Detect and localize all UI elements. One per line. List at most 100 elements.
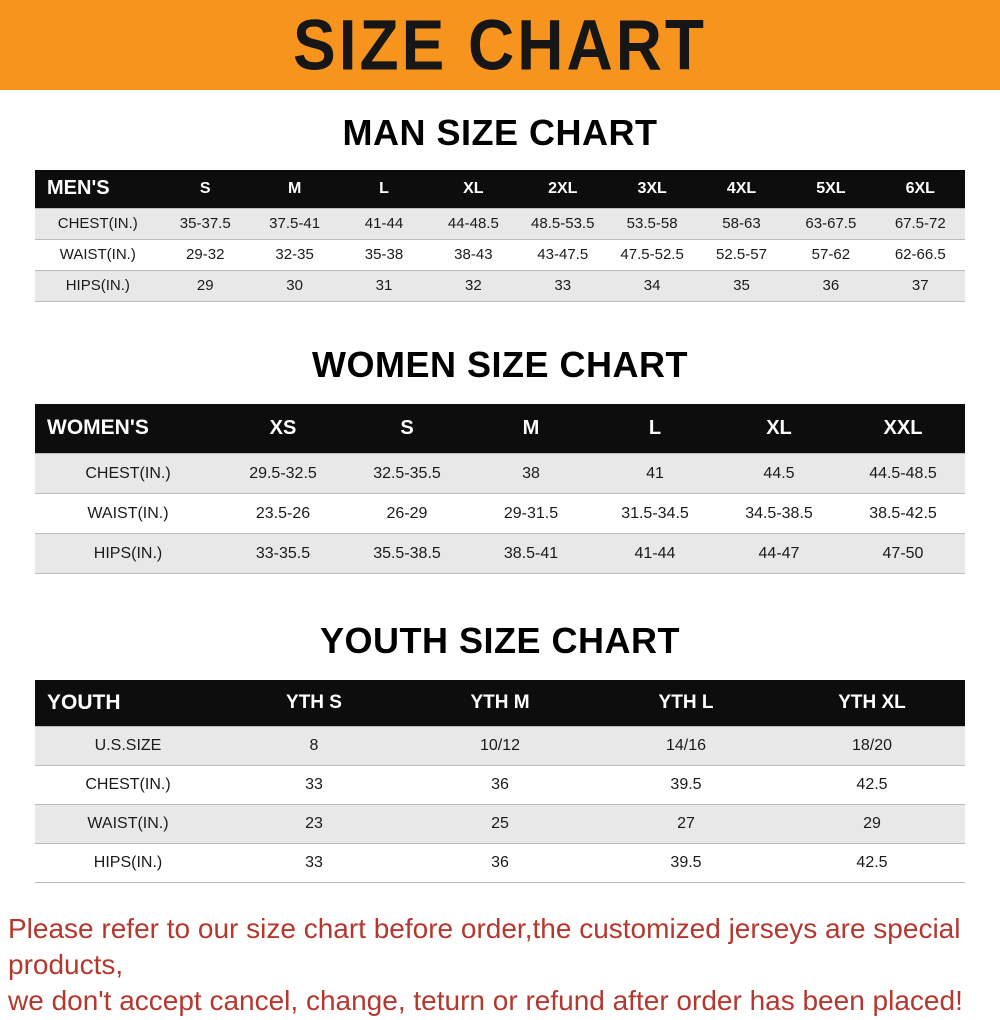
- table-row: CHEST(IN.) 33 36 39.5 42.5: [35, 764, 965, 805]
- size-cell: 23: [221, 803, 407, 844]
- size-cell: 14/16: [593, 725, 779, 766]
- size-cell: 44.5: [717, 453, 841, 494]
- table-row: HIPS(IN.) 29 30 31 32 33 34 35 36 37: [35, 269, 965, 302]
- column-header: S: [345, 403, 469, 454]
- size-cell: 36: [407, 842, 593, 883]
- header-row: YOUTH YTH S YTH M YTH L YTH XL: [35, 680, 965, 726]
- size-cell: 62-66.5: [875, 238, 965, 271]
- size-cell: 41: [593, 453, 717, 494]
- column-header: 3XL: [607, 170, 697, 208]
- column-header: XXL: [841, 403, 965, 454]
- section-heading-man: MAN SIZE CHART: [342, 112, 658, 153]
- size-cell: 37: [875, 269, 965, 302]
- table-row: WAIST(IN.) 23 25 27 29: [35, 803, 965, 844]
- table-label: MEN'S: [35, 170, 161, 208]
- size-cell: 33: [221, 764, 407, 805]
- size-cell: 35.5-38.5: [345, 533, 469, 574]
- men-size-table: MEN'S S M L XL 2XL 3XL 4XL 5XL 6XL CHEST(IN.) 35-37…: [35, 170, 965, 302]
- header-row: WOMEN'S XS S M L XL XXL: [35, 403, 965, 454]
- header-row: MEN'S S M L XL 2XL 3XL 4XL 5XL 6XL: [35, 170, 965, 208]
- size-cell: 67.5-72: [875, 207, 965, 240]
- size-cell: 58-63: [696, 207, 787, 240]
- row-label: WAIST(IN.): [35, 493, 221, 534]
- column-header: YTH S: [221, 680, 407, 726]
- size-cell: 41-44: [339, 207, 429, 240]
- table-row: HIPS(IN.) 33 36 39.5 42.5: [35, 842, 965, 883]
- column-header: YTH L: [593, 680, 779, 726]
- size-cell: 36: [407, 764, 593, 805]
- size-cell: 8: [221, 725, 407, 766]
- size-cell: 32: [428, 269, 519, 302]
- size-cell: 39.5: [593, 764, 779, 805]
- size-cell: 44-47: [717, 533, 841, 574]
- size-cell: 38: [469, 453, 593, 494]
- youth-size-table: YOUTH YTH S YTH M YTH L YTH XL U.S.SIZE 8 10/12…: [35, 680, 965, 883]
- size-cell: 43-47.5: [518, 238, 608, 271]
- size-cell: 29: [779, 803, 965, 844]
- size-cell: 31.5-34.5: [593, 493, 717, 534]
- size-cell: 57-62: [786, 238, 876, 271]
- size-cell: 42.5: [779, 842, 965, 883]
- size-cell: 18/20: [779, 725, 965, 766]
- size-cell: 35-37.5: [160, 207, 250, 240]
- row-label: WAIST(IN.): [35, 803, 221, 844]
- size-cell: 32-35: [249, 238, 340, 271]
- size-cell: 42.5: [779, 764, 965, 805]
- section-heading-youth: YOUTH SIZE CHART: [319, 620, 680, 661]
- column-header: XL: [428, 170, 519, 208]
- size-cell: 38-43: [428, 238, 519, 271]
- size-cell: 37.5-41: [249, 207, 340, 240]
- column-header: 4XL: [696, 170, 787, 208]
- women-size-table: WOMEN'S XS S M L XL XXL CHEST(IN.) 29.5-32.5 32.5…: [35, 403, 965, 574]
- table-label: WOMEN'S: [35, 403, 221, 454]
- column-header: M: [249, 170, 340, 208]
- size-cell: 29.5-32.5: [221, 453, 345, 494]
- row-label: WAIST(IN.): [35, 238, 161, 271]
- disclaimer-line: Please refer to our size chart before or…: [8, 912, 961, 980]
- disclaimer-line: we don't accept cancel, change, teturn o…: [8, 985, 963, 1017]
- column-header: YTH M: [407, 680, 593, 726]
- banner: SIZE CHART: [0, 0, 1000, 90]
- size-cell: 34: [607, 269, 697, 302]
- size-cell: 27: [593, 803, 779, 844]
- column-header: YTH XL: [779, 680, 965, 726]
- size-cell: 35: [696, 269, 787, 302]
- size-cell: 41-44: [593, 533, 717, 574]
- size-cell: 44.5-48.5: [841, 453, 965, 494]
- table-row: WAIST(IN.) 23.5-26 26-29 29-31.5 31.5-34.5 34…: [35, 493, 965, 534]
- size-cell: 38.5-41: [469, 533, 593, 574]
- table-row: CHEST(IN.) 29.5-32.5 32.5-35.5 38 41 44.5 44.5…: [35, 453, 965, 494]
- size-cell: 32.5-35.5: [345, 453, 469, 494]
- size-cell: 23.5-26: [221, 493, 345, 534]
- size-cell: 33: [518, 269, 608, 302]
- column-header: L: [339, 170, 429, 208]
- table-row: HIPS(IN.) 33-35.5 35.5-38.5 38.5-41 41-44 44-…: [35, 533, 965, 574]
- row-label: CHEST(IN.): [35, 453, 221, 494]
- row-label: CHEST(IN.): [35, 764, 221, 805]
- size-cell: 48.5-53.5: [518, 207, 608, 240]
- size-cell: 47-50: [841, 533, 965, 574]
- size-cell: 25: [407, 803, 593, 844]
- column-header: 2XL: [518, 170, 608, 208]
- row-label: U.S.SIZE: [35, 725, 221, 766]
- size-cell: 33-35.5: [221, 533, 345, 574]
- section-heading-women: WOMEN SIZE CHART: [312, 343, 688, 385]
- column-header: XS: [221, 403, 345, 454]
- size-cell: 35-38: [339, 238, 429, 271]
- column-header: M: [469, 403, 593, 454]
- size-cell: 29-32: [160, 238, 250, 271]
- size-cell: 53.5-58: [607, 207, 697, 240]
- size-cell: 38.5-42.5: [841, 493, 965, 534]
- size-cell: 33: [221, 842, 407, 883]
- column-header: 6XL: [875, 170, 965, 208]
- table-row: CHEST(IN.) 35-37.5 37.5-41 41-44 44-48.5 48.5…: [35, 207, 965, 240]
- size-cell: 26-29: [345, 493, 469, 534]
- size-cell: 39.5: [593, 842, 779, 883]
- banner-title: SIZE CHART: [293, 4, 707, 86]
- row-label: HIPS(IN.): [35, 533, 221, 574]
- disclaimer: Please refer to our size chart before or…: [0, 911, 1000, 1020]
- column-header: 5XL: [786, 170, 876, 208]
- size-cell: 52.5-57: [696, 238, 787, 271]
- table-row: U.S.SIZE 8 10/12 14/16 18/20: [35, 725, 965, 766]
- size-cell: 30: [249, 269, 340, 302]
